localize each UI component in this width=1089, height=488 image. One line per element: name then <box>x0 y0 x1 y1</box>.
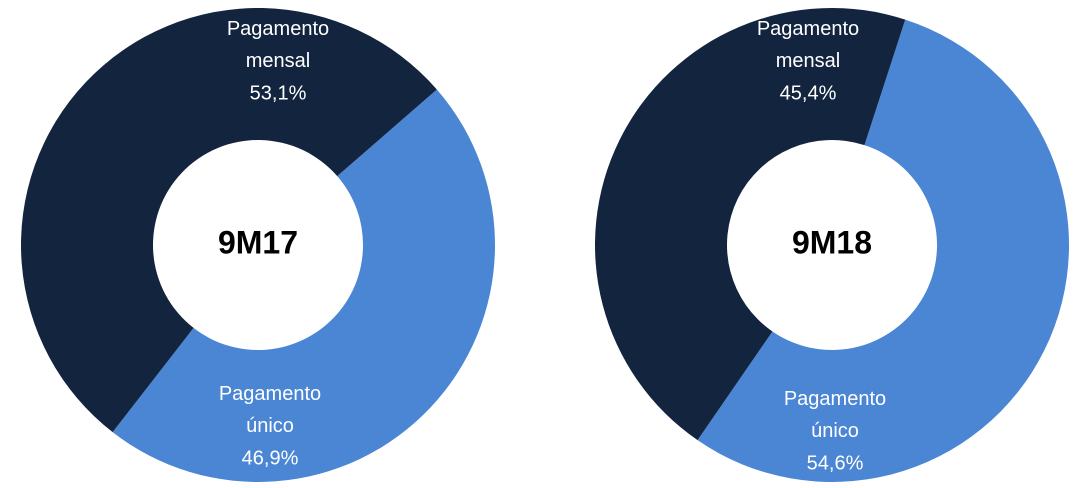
chart-title: 9M17 <box>218 224 298 260</box>
value-label: 46,9% <box>242 447 299 469</box>
value-label: 45,4% <box>780 82 837 104</box>
category-label: Pagamento mensal <box>757 18 859 72</box>
value-label: 54,6% <box>807 452 864 474</box>
donut-slice <box>21 7 437 433</box>
donut-slice <box>697 19 1069 483</box>
donut-slice <box>112 89 496 482</box>
chart-title: 9M18 <box>792 224 872 260</box>
category-label: Pagamento único <box>784 388 886 442</box>
donut-slice <box>595 7 906 441</box>
value-label: 53,1% <box>250 82 307 104</box>
category-label: Pagamento único <box>219 383 321 437</box>
category-label: Pagamento mensal <box>227 18 329 72</box>
